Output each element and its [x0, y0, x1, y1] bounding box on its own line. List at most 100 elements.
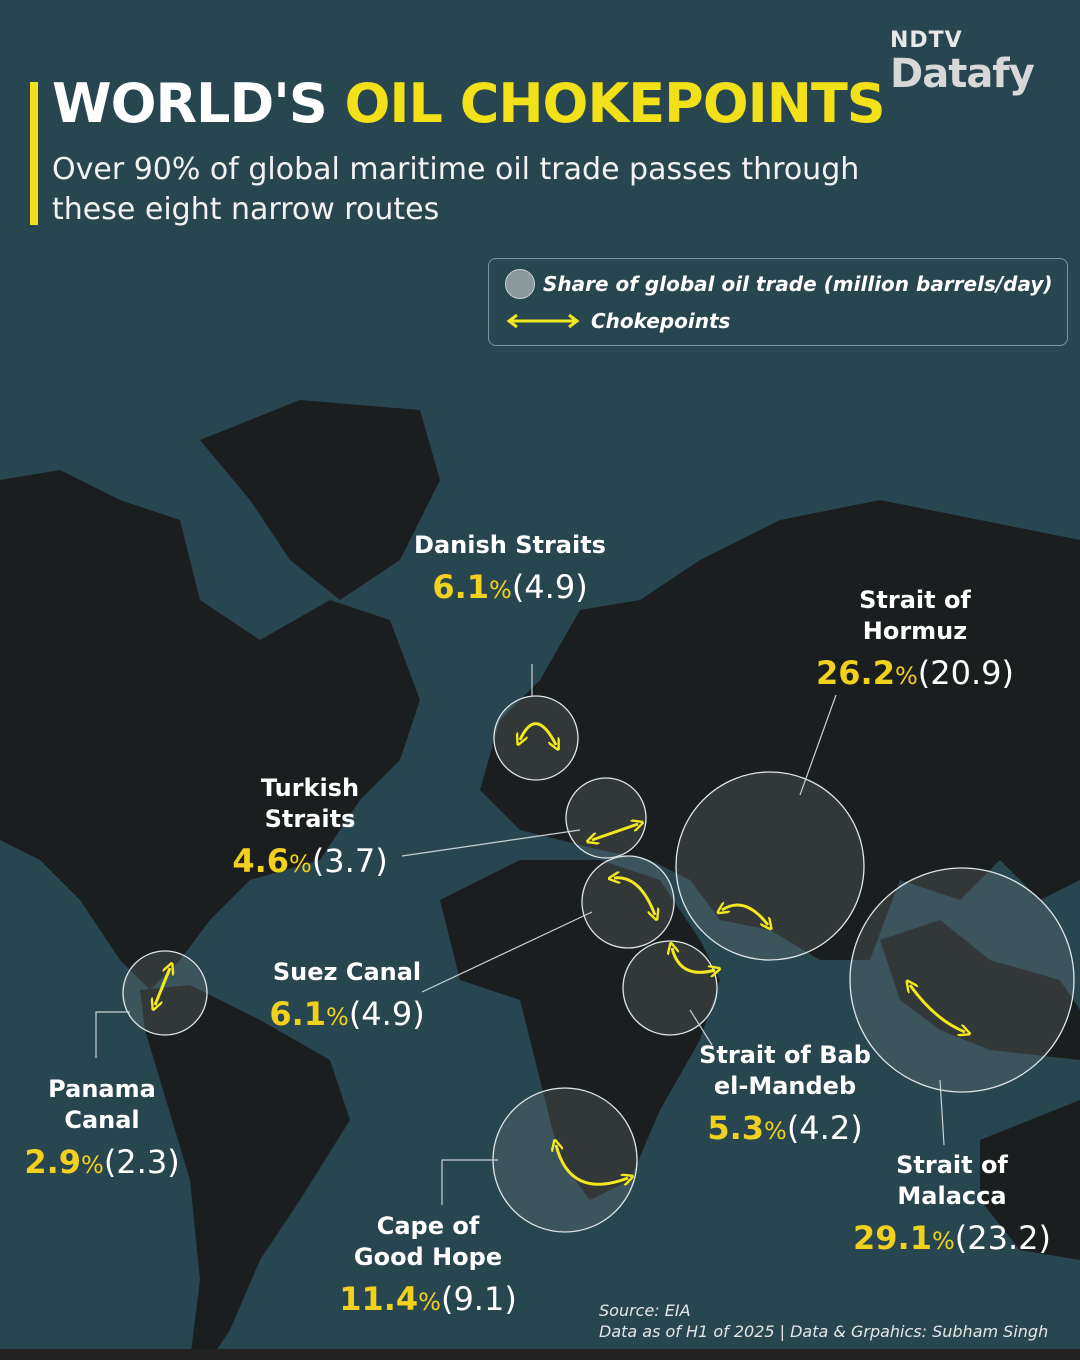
percent-sign: % — [326, 1003, 349, 1031]
share-percent: 26.2 — [816, 654, 895, 692]
chokepoint-value: 26.2%(20.9) — [816, 653, 1014, 696]
legend-arrow-label: Chokepoints — [591, 309, 731, 333]
chokepoint-label: Suez Canal 6.1%(4.9) — [269, 957, 424, 1037]
chokepoint-value: 4.6%(3.7) — [232, 841, 387, 884]
legend-circle-label: Share of global oil trade (million barre… — [543, 272, 1053, 296]
volume-mbd: (4.9) — [511, 568, 588, 606]
percent-sign: % — [81, 1151, 104, 1179]
chokepoint-label: Strait of Malacca 29.1%(23.2) — [853, 1150, 1051, 1261]
chokepoint-label: Panama Canal 2.9%(2.3) — [24, 1074, 179, 1185]
legend-arrow-item: Chokepoints — [505, 309, 730, 333]
chokepoint-arrow-icon — [910, 985, 965, 1032]
eurasia — [480, 500, 1080, 960]
chokepoint-label: Strait of Hormuz 26.2%(20.9) — [816, 585, 1014, 696]
chokepoint-name: Turkish — [260, 774, 360, 802]
volume-mbd: (9.1) — [440, 1280, 517, 1318]
chokepoint-value: 29.1%(23.2) — [853, 1218, 1051, 1261]
legend-circle-item: Share of global oil trade (million barre… — [505, 269, 1053, 299]
chokepoint-name: Strait of Bab — [699, 1041, 871, 1069]
share-percent: 6.1 — [269, 995, 327, 1033]
volume-mbd: (23.2) — [954, 1219, 1051, 1257]
share-percent: 6.1 — [432, 568, 489, 606]
leader-line — [799, 694, 837, 796]
percent-sign: % — [894, 662, 918, 690]
chokepoint-value: 5.3%(4.2) — [699, 1108, 871, 1151]
percent-sign: % — [418, 1288, 441, 1316]
leader-line — [421, 911, 593, 993]
share-percent: 4.6 — [232, 842, 290, 880]
volume-mbd: (4.9) — [348, 995, 425, 1033]
title-accent-bar — [30, 82, 38, 225]
australia — [980, 1100, 1080, 1260]
double-arrow-icon — [506, 313, 580, 329]
logo-product: Datafy — [890, 51, 1035, 97]
leader-line — [441, 1159, 498, 1205]
chokepoint-label: Turkish Straits 4.6%(3.7) — [232, 773, 387, 884]
chokepoint-circle — [622, 940, 718, 1036]
chokepoint-name: el-Mandeb — [713, 1072, 857, 1100]
greenland — [200, 400, 440, 600]
chokepoint-circle — [493, 695, 579, 781]
chokepoint-circle — [849, 867, 1075, 1093]
north-america — [0, 470, 420, 990]
title-highlight: OIL CHOKEPOINTS — [344, 72, 886, 135]
chokepoint-name: Panama — [48, 1075, 156, 1103]
chokepoint-name: Canal — [64, 1106, 140, 1134]
chokepoint-circle — [122, 950, 208, 1036]
volume-mbd: (3.7) — [311, 842, 388, 880]
chokepoint-value: 2.9%(2.3) — [24, 1142, 179, 1185]
chokepoint-name: Suez Canal — [272, 958, 422, 986]
chokepoint-circle — [565, 777, 647, 859]
south-america — [140, 985, 350, 1360]
chokepoint-name: Cape of — [376, 1212, 480, 1240]
leader-line — [939, 1079, 945, 1146]
chokepoint-arrow-icon — [155, 968, 170, 1005]
southeast-asia — [880, 920, 1080, 1060]
chokepoint-label: Cape of Good Hope 11.4%(9.1) — [339, 1211, 517, 1322]
share-percent: 11.4 — [339, 1280, 419, 1318]
leader-line — [689, 1009, 713, 1046]
share-percent: 2.9 — [24, 1143, 82, 1181]
legend: Share of global oil trade (million barre… — [488, 258, 1068, 346]
chokepoint-name: Straits — [264, 805, 356, 833]
share-percent: 29.1 — [853, 1219, 932, 1257]
chokepoint-label: Danish Straits 6.1%(4.9) — [414, 530, 606, 610]
chokepoint-value: 6.1%(4.9) — [414, 567, 606, 610]
percent-sign: % — [931, 1227, 955, 1255]
chokepoint-value: 6.1%(4.9) — [269, 994, 424, 1037]
chokepoint-arrow-icon — [672, 948, 715, 972]
ndtv-datafy-logo: NDTV Datafy — [890, 28, 1035, 97]
page-title: WORLD'S OIL CHOKEPOINTS — [52, 72, 886, 135]
volume-mbd: (2.3) — [103, 1143, 180, 1181]
percent-sign: % — [289, 850, 312, 878]
chokepoint-circle — [675, 771, 865, 961]
title-part1: WORLD'S — [52, 72, 345, 135]
circle-icon — [505, 269, 535, 299]
chokepoint-name: Strait of — [896, 1151, 1008, 1179]
volume-mbd: (4.2) — [786, 1109, 863, 1147]
footer: Source: EIA Data as of H1 of 2025 | Data… — [599, 1300, 1048, 1342]
volume-mbd: (20.9) — [917, 654, 1014, 692]
percent-sign: % — [489, 576, 512, 604]
bottom-strip — [0, 1349, 1080, 1360]
chokepoint-arrow-icon — [722, 905, 768, 925]
chokepoint-name: Malacca — [897, 1182, 1007, 1210]
chokepoint-value: 11.4%(9.1) — [339, 1279, 517, 1322]
chokepoint-arrow-icon — [556, 1145, 628, 1186]
chokepoint-arrow-icon — [520, 722, 556, 745]
chokepoint-arrow-icon — [592, 824, 638, 840]
share-percent: 5.3 — [707, 1109, 765, 1147]
chokepoint-name: Hormuz — [862, 617, 968, 645]
chokepoint-name: Danish Straits — [414, 531, 606, 559]
percent-sign: % — [764, 1117, 787, 1145]
leader-line — [95, 1011, 130, 1058]
logo-brand: NDTV — [890, 28, 963, 53]
subtitle: Over 90% of global maritime oil trade pa… — [52, 152, 860, 227]
leader-line — [401, 829, 581, 857]
chokepoint-name: Good Hope — [353, 1243, 503, 1271]
chokepoint-name: Strait of — [859, 586, 971, 614]
source-note: Source: EIA — [599, 1301, 691, 1320]
chokepoint-label: Strait of Bab el-Mandeb 5.3%(4.2) — [699, 1040, 871, 1151]
chokepoint-circle — [581, 855, 675, 949]
